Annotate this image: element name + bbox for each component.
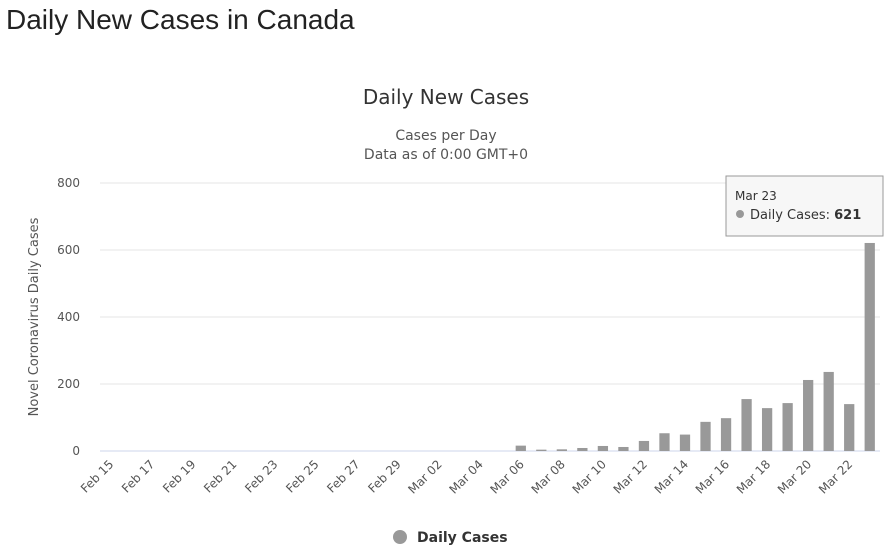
y-axis-ticks: 0 200 400 600 800 xyxy=(57,176,80,458)
chart-title: Daily New Cases xyxy=(363,85,529,109)
tooltip-box xyxy=(725,175,884,237)
bar[interactable] xyxy=(618,446,629,451)
bar[interactable] xyxy=(844,404,855,451)
tooltip: Mar 23 Daily Cases: 621 xyxy=(725,175,884,237)
bar[interactable] xyxy=(597,445,609,451)
bar[interactable] xyxy=(536,449,547,451)
x-tick-label: Mar 14 xyxy=(652,457,691,496)
x-tick-label: Mar 02 xyxy=(405,457,444,496)
x-tick-label: Mar 10 xyxy=(570,457,609,496)
legend[interactable]: Daily Cases xyxy=(393,530,508,546)
bar[interactable] xyxy=(577,447,588,451)
tooltip-date: Mar 23 xyxy=(735,189,777,203)
bar[interactable] xyxy=(515,445,526,451)
bar[interactable] xyxy=(659,433,670,451)
x-tick-label: Mar 16 xyxy=(693,457,732,496)
bar[interactable] xyxy=(679,434,691,451)
x-tick-label: Mar 20 xyxy=(775,457,814,496)
legend-label: Daily Cases xyxy=(417,530,508,546)
chart-subtitle-line-2: Data as of 0:00 GMT+0 xyxy=(364,147,528,163)
x-tick-label: Mar 06 xyxy=(488,457,527,496)
x-tick-label: Mar 08 xyxy=(529,457,568,496)
tooltip-series-label: Daily Cases: xyxy=(750,208,834,223)
x-tick-label: Mar 22 xyxy=(816,457,855,496)
tooltip-value: 621 xyxy=(834,208,861,223)
x-tick-label: Feb 29 xyxy=(365,457,403,495)
y-tick-label: 0 xyxy=(72,444,80,458)
x-tick-label: Mar 12 xyxy=(611,457,650,496)
x-tick-label: Feb 17 xyxy=(119,457,157,495)
bar[interactable] xyxy=(741,399,752,451)
x-tick-label: Feb 21 xyxy=(201,457,239,495)
y-tick-label: 800 xyxy=(57,176,80,190)
bar[interactable] xyxy=(761,408,773,451)
legend-marker xyxy=(393,530,407,544)
y-tick-label: 400 xyxy=(57,310,80,324)
x-axis-ticks: Feb 15 Feb 17 Feb 19 Feb 21 Feb 23 Feb 25 Feb … xyxy=(78,457,855,496)
x-tick-label: Feb 25 xyxy=(283,457,321,495)
x-tick-label: Mar 18 xyxy=(734,457,773,496)
x-tick-label: Feb 27 xyxy=(324,457,362,495)
bar[interactable] xyxy=(782,403,793,451)
chart-subtitle-line-1: Cases per Day xyxy=(395,128,496,144)
x-tick-label: Mar 04 xyxy=(446,457,485,496)
x-tick-label: Feb 23 xyxy=(242,457,280,495)
bar[interactable] xyxy=(823,371,834,451)
tooltip-text: Daily Cases: 621 xyxy=(750,208,861,223)
bar[interactable] xyxy=(720,418,732,451)
grid-lines xyxy=(100,182,880,385)
bar[interactable] xyxy=(638,440,650,451)
bars xyxy=(515,242,875,451)
bar[interactable] xyxy=(700,421,711,451)
x-tick-label: Feb 15 xyxy=(78,457,116,495)
bar[interactable] xyxy=(803,379,814,451)
y-axis-title: Novel Coronavirus Daily Cases xyxy=(27,217,42,416)
page-heading: Daily New Cases in Canada xyxy=(6,4,355,35)
y-tick-label: 600 xyxy=(57,243,80,257)
y-tick-label: 200 xyxy=(57,377,80,391)
bar[interactable] xyxy=(864,242,875,451)
bar[interactable] xyxy=(556,449,567,451)
x-tick-label: Feb 19 xyxy=(160,457,198,495)
tooltip-marker xyxy=(736,210,744,218)
